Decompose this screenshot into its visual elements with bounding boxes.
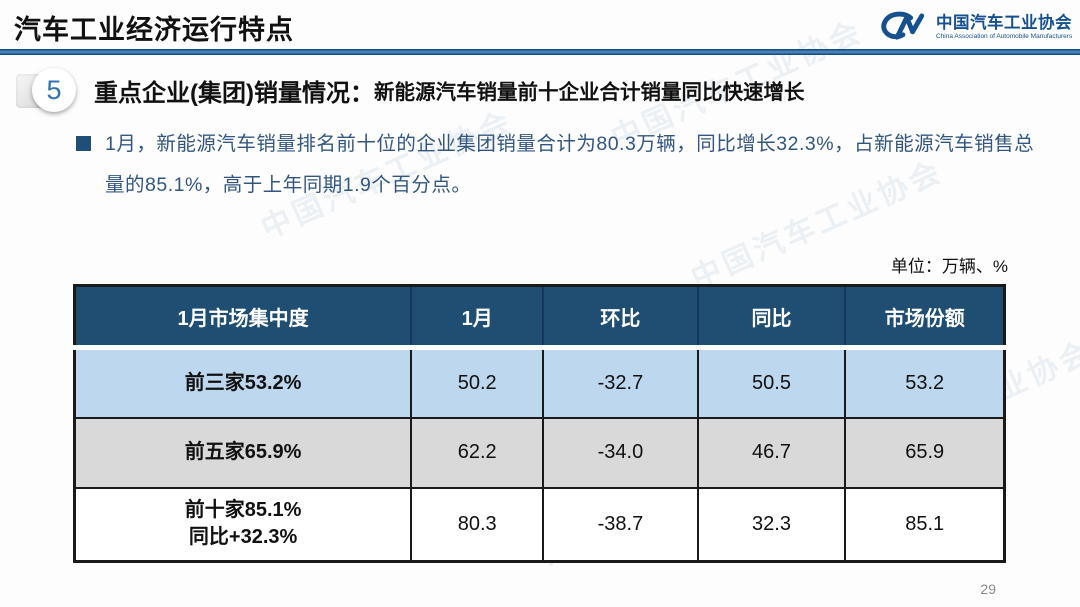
- table-row: 前十家85.1% 同比+32.3% 80.3 -38.7 32.3 85.1: [73, 486, 1006, 563]
- organization-logo: 中国汽车工业协会 China Association of Automobile…: [872, 6, 1072, 48]
- table-cell: 85.1: [844, 486, 1006, 563]
- column-header: 环比: [542, 285, 699, 350]
- table-cell: 50.2: [410, 346, 545, 419]
- column-header: 1月市场集中度: [73, 285, 413, 350]
- page-title: 汽车工业经济运行特点: [14, 15, 294, 45]
- table-cell: 50.5: [696, 346, 847, 419]
- page-number: 29: [980, 581, 996, 597]
- market-concentration-table: 1月市场集中度 1月 环比 同比 市场份额 前三家53.2% 50.2 -32.…: [73, 284, 1006, 563]
- table-row: 前三家53.2% 50.2 -32.7 50.5 53.2: [73, 346, 1006, 419]
- logo-name-cn: 中国汽车工业协会: [936, 13, 1072, 32]
- row-label: 前三家53.2%: [73, 346, 413, 419]
- summary-text: 1月，新能源汽车销量排名前十位的企业集团销量合计为80.3万辆，同比增长32.3…: [105, 133, 1035, 196]
- section-number-badge: 5: [16, 65, 82, 115]
- section-subtitle: 新能源汽车销量前十企业合计销量同比快速增长: [373, 81, 805, 104]
- section-heading: 5 重点企业(集团)销量情况： 新能源汽车销量前十企业合计销量同比快速增长: [16, 64, 804, 116]
- table-cell: 53.2: [844, 346, 1006, 419]
- title-underline-rule: [0, 49, 1080, 55]
- bullet-square-icon: [76, 136, 91, 151]
- table-cell: 62.2: [410, 416, 545, 489]
- table-header-row: 1月市场集中度 1月 环比 同比 市场份额: [73, 285, 1006, 350]
- table-cell: -38.7: [542, 486, 699, 563]
- column-header: 同比: [696, 285, 847, 350]
- table-cell: 46.7: [696, 416, 847, 489]
- table-cell: 32.3: [696, 486, 847, 563]
- table-cell: -34.0: [542, 416, 699, 489]
- cm-logo-icon: [881, 11, 925, 40]
- table-cell: 65.9: [844, 416, 1006, 489]
- unit-label: 单位：万辆、%: [890, 257, 1008, 276]
- section-title: 重点企业(集团)销量情况：: [94, 79, 374, 107]
- column-header: 1月: [410, 285, 545, 350]
- summary-paragraph: 1月，新能源汽车销量排名前十位的企业集团销量合计为80.3万辆，同比增长32.3…: [76, 124, 1038, 206]
- logo-name-en: China Association of Automobile Manufact…: [936, 32, 1073, 40]
- section-number: 5: [32, 68, 76, 112]
- table-row: 前五家65.9% 62.2 -34.0 46.7 65.9: [73, 416, 1006, 489]
- table-cell: 80.3: [410, 486, 545, 563]
- row-label: 前十家85.1% 同比+32.3%: [73, 486, 413, 563]
- row-label: 前五家65.9%: [73, 416, 413, 489]
- column-header: 市场份额: [844, 285, 1006, 350]
- table-cell: -32.7: [542, 346, 699, 419]
